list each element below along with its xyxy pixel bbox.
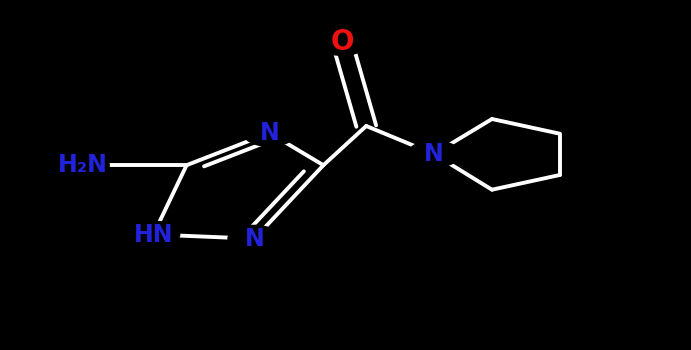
Circle shape: [243, 120, 296, 146]
Text: O: O: [330, 28, 354, 56]
Text: N: N: [424, 142, 444, 166]
Text: H₂N: H₂N: [58, 153, 108, 177]
Circle shape: [57, 152, 109, 178]
Circle shape: [408, 141, 460, 167]
Circle shape: [127, 221, 180, 248]
Text: HN: HN: [133, 223, 173, 246]
Text: N: N: [260, 121, 279, 145]
Text: N: N: [245, 227, 264, 251]
Circle shape: [228, 225, 281, 252]
Circle shape: [316, 29, 368, 55]
